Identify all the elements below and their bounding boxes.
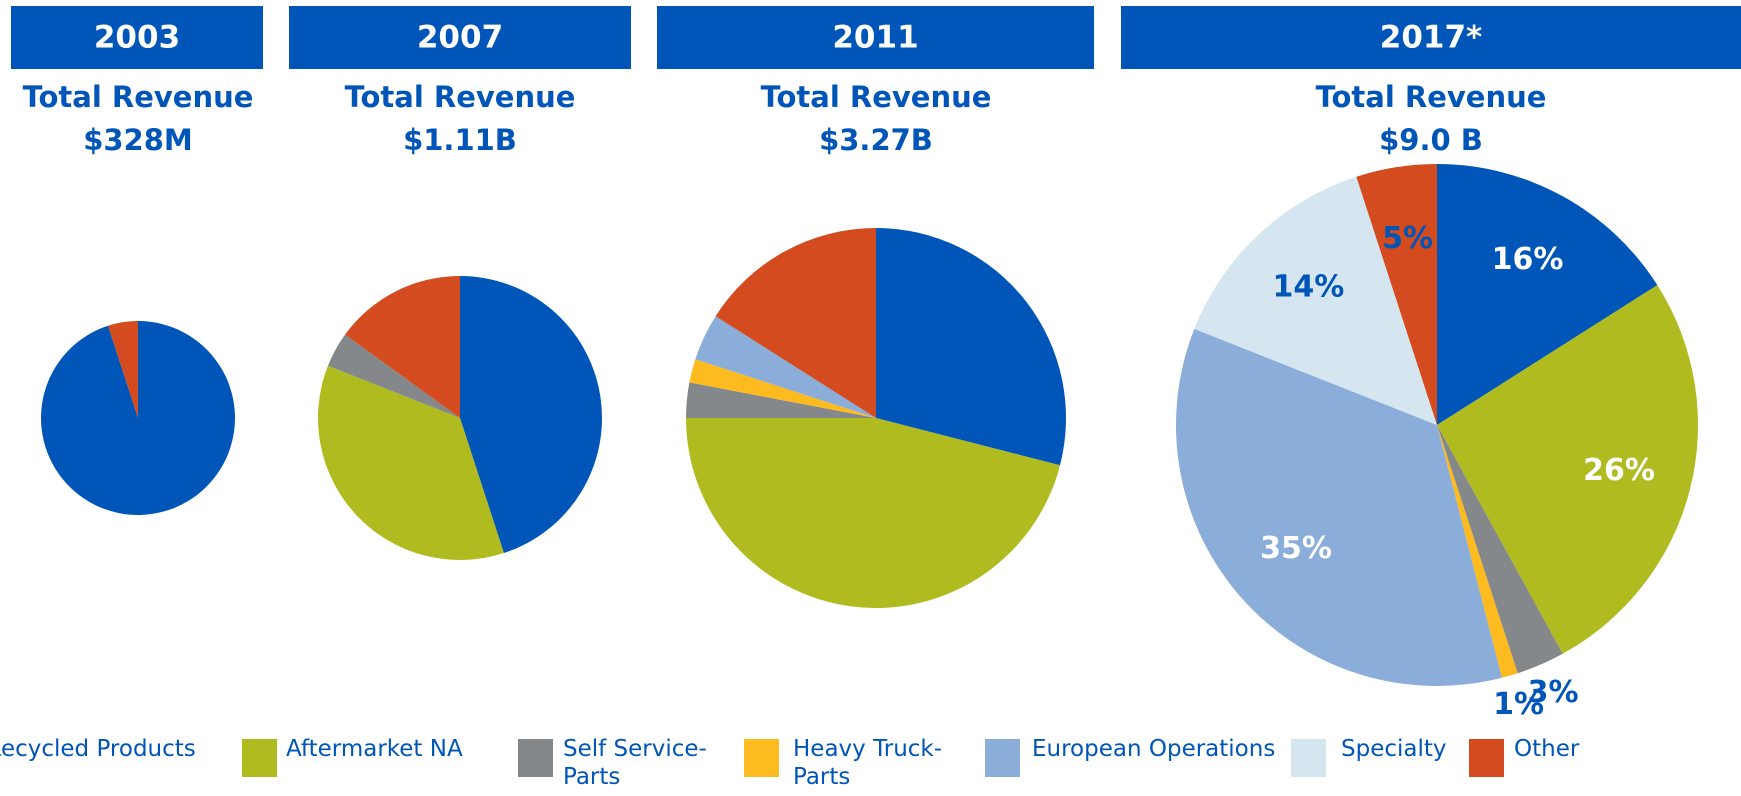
header-bar [1121,6,1741,69]
header-bar [289,6,631,69]
pie-slice [1437,425,1518,678]
pie-slice [686,382,876,418]
legend-label: Specialty [1341,736,1447,762]
chart-title: 2011 [832,20,918,56]
pie-slice [1194,176,1437,425]
header-bar [657,6,1094,69]
legend-swatch [242,739,277,777]
data-label: 14% [1272,270,1344,305]
chart-title: 2003 [94,20,180,56]
pie-slice [460,276,603,554]
chart-subtitle: $328M [83,123,193,157]
legend-label: Aftermarket NA [286,736,463,762]
chart-subtitle: $3.27B [819,123,933,157]
chart-subtitle: Total Revenue [761,80,992,114]
pie-slice [695,316,876,418]
pie-slice [108,321,138,418]
pie-slice [327,334,460,418]
pie-slice [1437,285,1699,654]
legend-swatch [1469,739,1504,777]
chart-subtitle: $9.0 B [1379,123,1483,157]
header-bar [11,6,263,69]
legend-swatch [518,739,553,777]
legend-label: Recycled Products [0,736,196,762]
data-label: 26% [1583,453,1655,488]
chart-subtitle: Total Revenue [1316,80,1547,114]
pie-slice [686,418,1061,609]
pie-slice [41,321,236,515]
chart-title: 2017* [1380,20,1483,56]
pie-slice [345,276,460,418]
pie-slice [317,365,504,560]
pie-slice [689,359,876,418]
chart-subtitle: Total Revenue [23,80,254,114]
data-label: 35% [1260,531,1332,566]
data-label: 5% [1382,221,1433,256]
legend-swatch [985,739,1020,777]
legend-label: Other [1514,736,1580,762]
data-label: 3% [1528,675,1579,710]
chart-subtitle: $1.11B [403,123,517,157]
pie-slice [1356,164,1437,425]
data-label: 16% [1492,242,1564,277]
chart-title: 2007 [417,20,503,56]
legend-swatch [1291,739,1326,777]
legend-label: European Operations [1032,736,1276,762]
pie-slice [1437,425,1563,674]
data-label: 1% [1493,687,1544,722]
legend-label: Self Service-Parts [563,736,707,790]
pie-slice [715,228,876,418]
chart-subtitle: Total Revenue [345,80,576,114]
legend-swatch [744,739,779,777]
pie-slice [876,228,1066,466]
legend-label: Heavy Truck-Parts [793,736,943,790]
pie-slice [1176,328,1502,686]
pie-slice [1437,164,1658,425]
